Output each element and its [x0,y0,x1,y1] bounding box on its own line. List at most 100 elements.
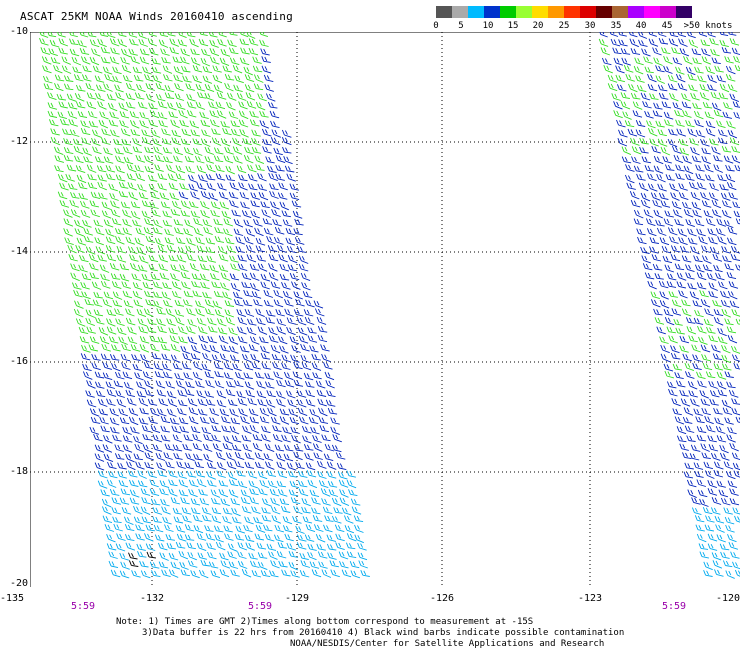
wind-barb [690,453,699,460]
wind-barb [700,390,709,398]
wind-barb [124,382,133,389]
wind-barb [55,83,64,91]
wind-barb [112,497,121,504]
wind-barb [234,380,243,387]
wind-barb [212,138,221,146]
wind-barb [230,256,239,263]
wind-barb [137,382,146,390]
wind-barb [199,39,208,46]
wind-barb [662,47,671,53]
wind-barb [697,372,706,379]
wind-barb [129,553,138,559]
wind-barb [190,263,199,271]
wind-barb [87,101,96,108]
wind-barb [736,264,740,272]
wind-barb [704,562,713,570]
wind-barb [113,292,122,300]
wind-barb [690,138,699,145]
wind-barb [163,220,172,226]
wind-barb [102,129,111,136]
wind-barb [170,193,179,200]
wind-barb [262,515,271,521]
wind-barb [641,200,650,208]
wind-barb [714,309,723,315]
wind-barb [187,254,196,260]
wind-barb [655,317,664,324]
wind-barb [672,146,681,153]
wind-barb [148,175,157,181]
wind-barb [734,471,740,479]
wind-barb [249,553,258,559]
wind-barb [736,417,740,424]
wind-barb [74,309,83,317]
wind-barb [290,193,299,200]
wind-barb [180,265,189,272]
wind-barb [680,444,689,451]
wind-barb [706,66,715,73]
wind-barb [238,552,247,559]
wind-barb [713,354,722,360]
wind-barb [108,462,117,469]
wind-barb [691,93,700,100]
wind-barb [700,552,709,559]
wind-barb [137,84,146,92]
wind-barb [711,49,720,56]
wind-barb [146,94,155,102]
wind-barb [664,56,673,64]
wind-barb [736,319,740,325]
wind-barb [671,254,680,261]
wind-barb [671,245,680,252]
wind-barb [689,40,698,48]
wind-barb [151,499,160,505]
wind-barb [140,49,149,55]
wind-barb [359,561,368,569]
wind-barb [282,435,291,442]
wind-barb [99,409,108,416]
wind-barb [187,102,196,109]
wind-barb [76,85,85,91]
wind-barb [198,256,207,262]
wind-barb [272,354,281,360]
wind-barb [329,489,338,496]
wind-barb [257,255,266,261]
wind-barb [123,228,132,235]
wind-barb [623,112,632,120]
wind-barb [205,371,214,378]
wind-barb [188,552,197,560]
wind-barb [271,507,280,515]
wind-barb [98,101,107,109]
wind-barb [688,381,697,389]
wind-barb [212,129,221,135]
wind-barb [287,463,296,471]
wind-barb [662,246,671,253]
wind-barb [727,182,736,190]
wind-barb [721,498,730,505]
wind-barb [616,66,625,73]
wind-barb [290,273,299,280]
wind-barb [305,535,314,542]
wind-barb [318,399,327,406]
wind-barb [319,480,328,487]
wind-barb [314,524,323,531]
wind-barb [676,165,685,172]
wind-barb [282,282,291,289]
wind-barb [103,444,112,452]
wind-barb [276,453,285,461]
wind-barb [306,524,315,531]
wind-barb [723,408,732,415]
wind-barb [726,74,735,81]
wind-barb [67,94,76,102]
wind-barb [74,146,83,154]
wind-barb [143,434,152,440]
wind-barb [251,192,260,199]
wind-barb [168,399,177,407]
wind-barb [107,480,116,488]
wind-barb [717,481,726,488]
wind-barb [163,66,172,74]
wind-barb [628,129,637,136]
wind-barb [688,238,697,244]
wind-barb [172,130,181,137]
wind-barb [647,121,656,128]
wind-barb [225,534,234,541]
wind-barb [170,418,179,424]
